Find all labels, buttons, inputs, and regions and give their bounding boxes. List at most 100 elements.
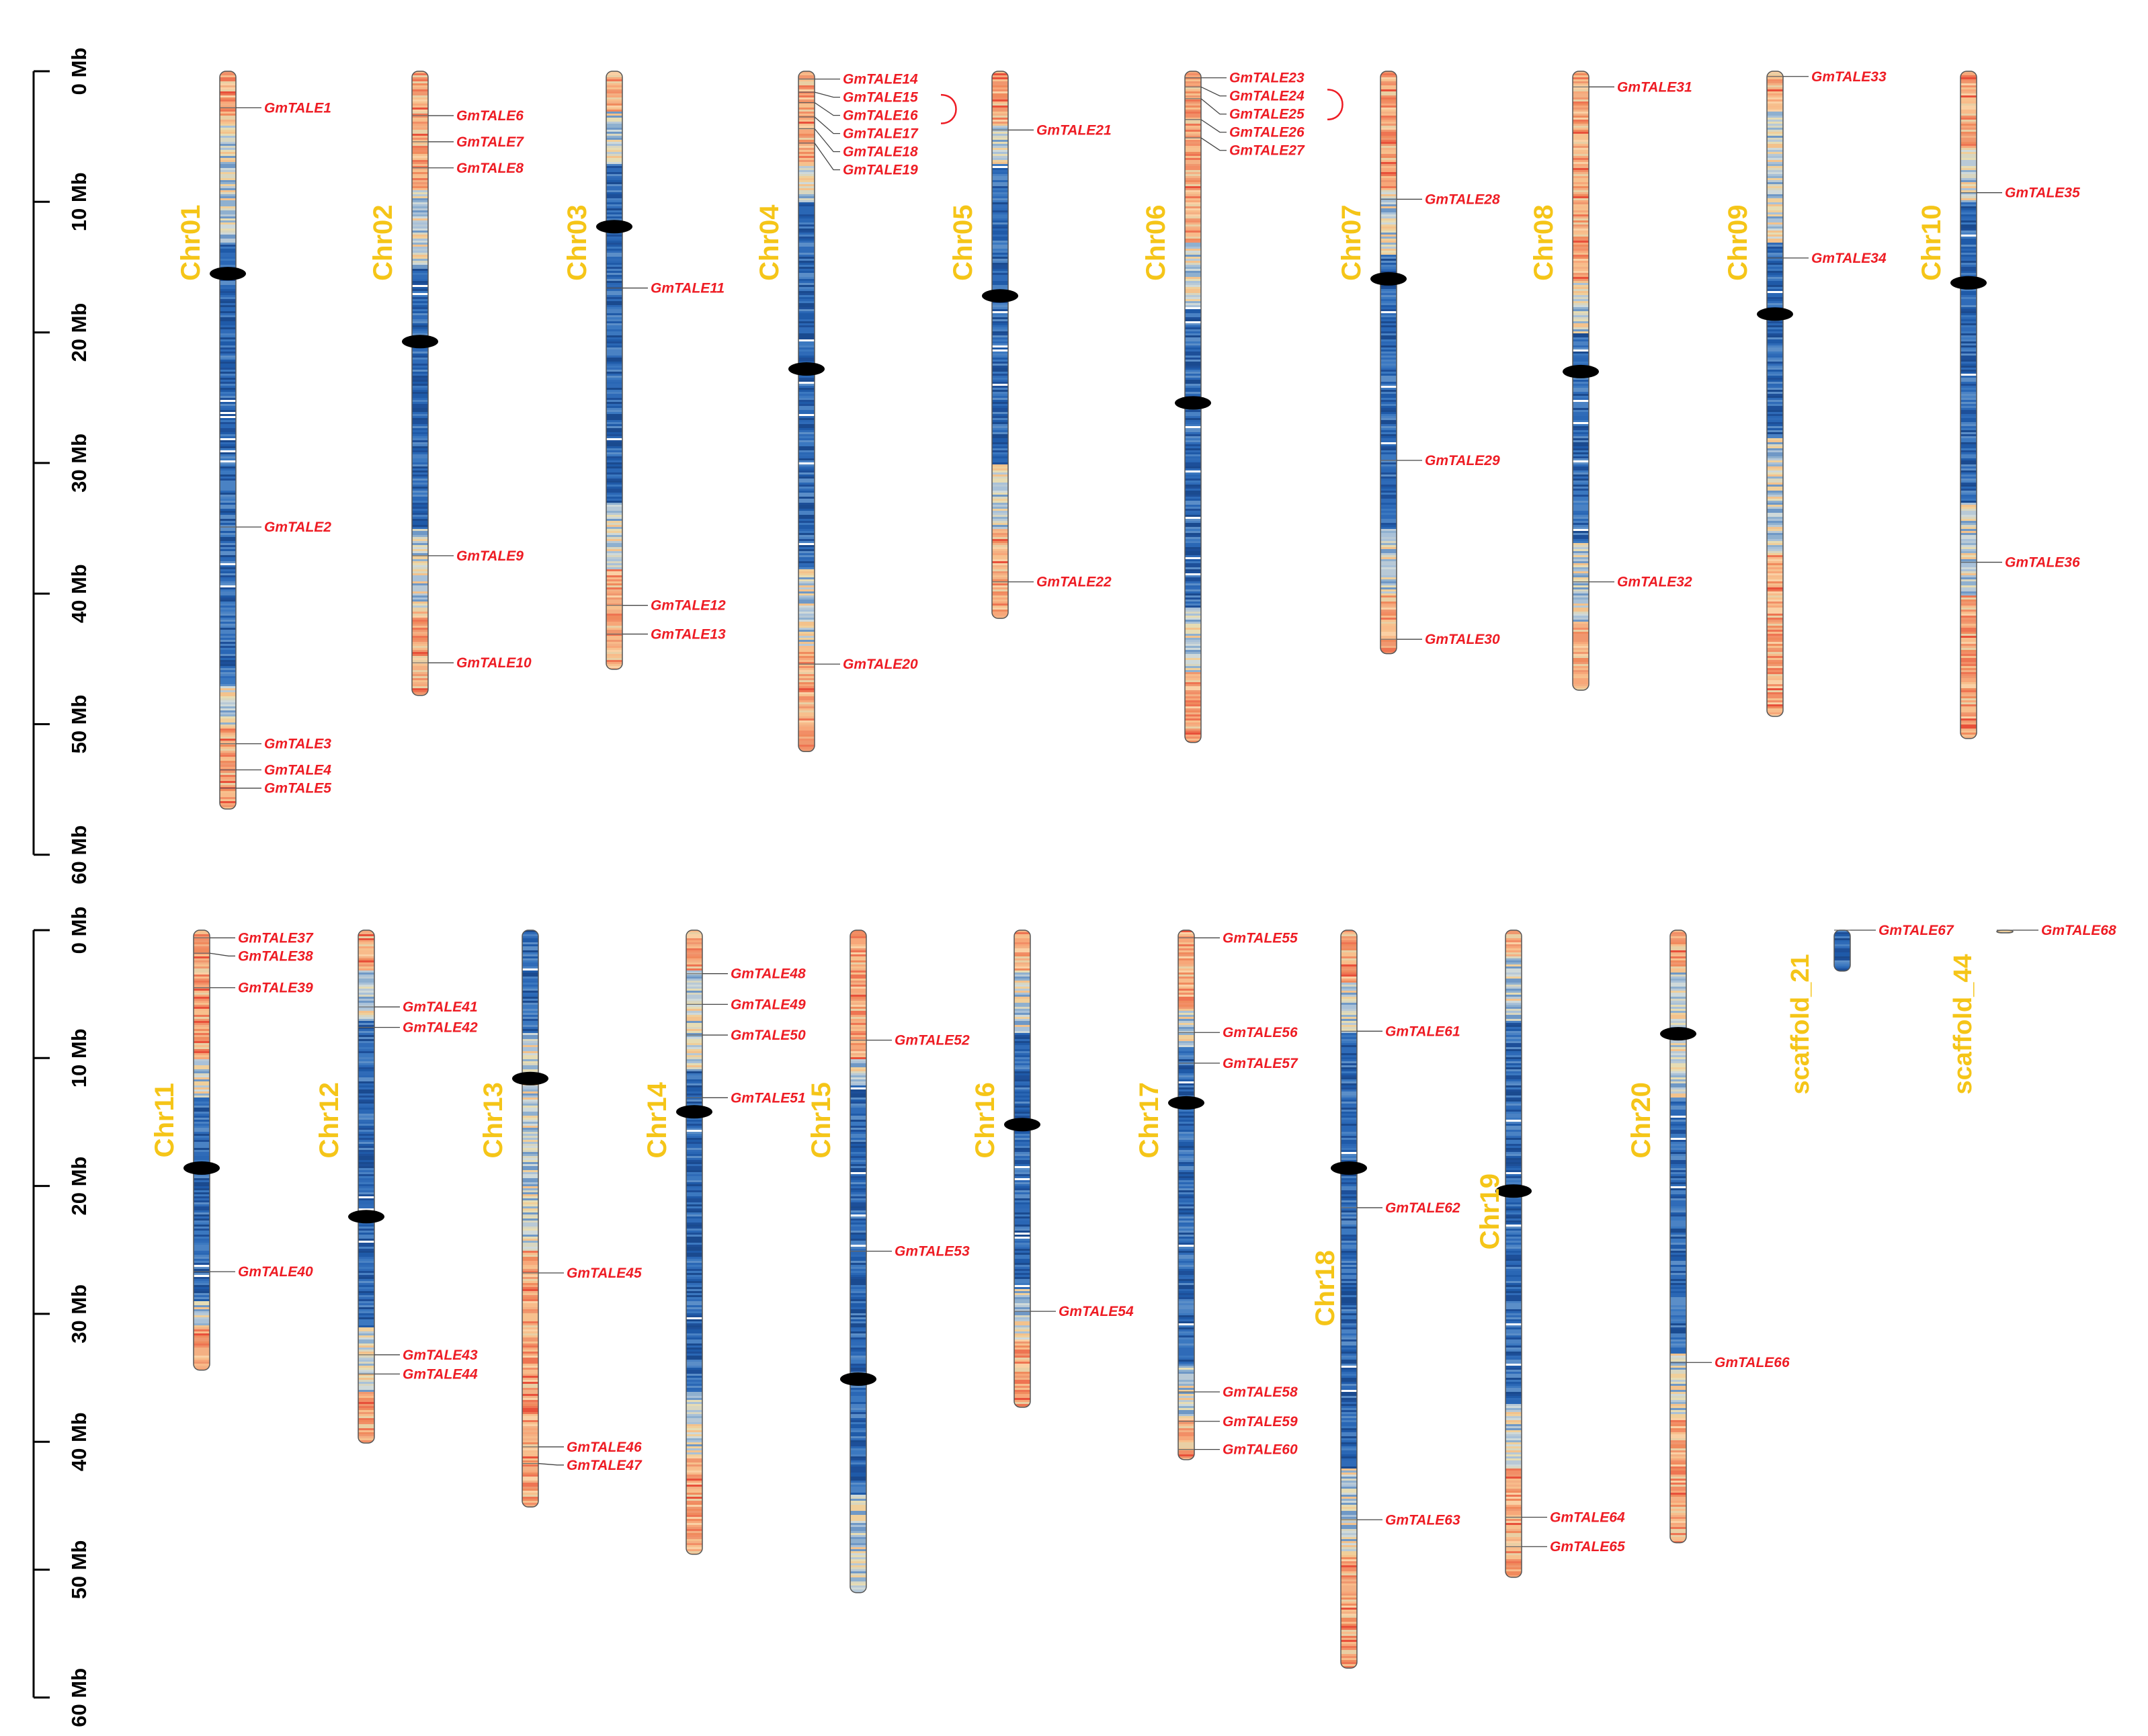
density-band xyxy=(686,1499,702,1501)
density-band xyxy=(1014,1053,1030,1056)
density-band xyxy=(1960,327,1977,330)
density-band xyxy=(850,1225,866,1227)
density-band xyxy=(606,448,622,451)
density-band xyxy=(1960,479,1977,481)
density-band xyxy=(798,325,815,328)
density-band xyxy=(606,166,622,169)
density-band xyxy=(358,1279,374,1282)
density-band xyxy=(850,936,866,939)
density-band xyxy=(1767,281,1783,284)
density-band xyxy=(850,1118,866,1120)
density-band xyxy=(1767,241,1783,243)
density-band xyxy=(1185,206,1201,209)
density-band xyxy=(1573,688,1589,690)
density-band xyxy=(1380,226,1397,229)
density-band xyxy=(220,200,236,203)
density-band xyxy=(522,1360,538,1362)
density-band xyxy=(1185,535,1201,538)
density-band xyxy=(522,1356,538,1358)
density-band xyxy=(992,180,1008,183)
density-band xyxy=(412,487,428,489)
density-band xyxy=(1573,91,1589,94)
density-band xyxy=(220,436,236,439)
density-band xyxy=(1380,406,1397,409)
density-band xyxy=(358,1434,374,1437)
density-band xyxy=(412,422,428,425)
density-band xyxy=(1960,122,1977,124)
density-band xyxy=(992,164,1008,167)
density-band xyxy=(1014,958,1030,961)
density-band xyxy=(1767,140,1783,142)
density-band xyxy=(850,1579,866,1582)
density-band xyxy=(1185,337,1201,340)
density-band xyxy=(992,593,1008,596)
density-band xyxy=(606,394,622,397)
density-band xyxy=(412,672,428,675)
density-band xyxy=(992,323,1008,326)
gene-label: GmTALE36 xyxy=(2005,555,2080,571)
density-band xyxy=(412,400,428,403)
density-band xyxy=(798,591,815,594)
density-band xyxy=(992,243,1008,245)
density-band xyxy=(1960,430,1977,433)
density-band xyxy=(1014,1148,1030,1151)
density-band xyxy=(850,1394,866,1397)
density-band xyxy=(522,1158,538,1161)
density-band xyxy=(1573,668,1589,671)
gene-marker: GmTALE20 xyxy=(798,657,918,672)
density-band xyxy=(194,985,210,987)
density-band xyxy=(798,277,815,280)
density-band xyxy=(992,525,1008,528)
density-band xyxy=(686,1031,702,1034)
density-band xyxy=(992,101,1008,104)
gene-label: GmTALE29 xyxy=(1425,453,1500,468)
density-band xyxy=(798,412,815,415)
density-band xyxy=(220,434,236,437)
density-band xyxy=(850,1344,866,1346)
density-band xyxy=(850,1523,866,1526)
density-band xyxy=(1380,386,1397,388)
density-band xyxy=(1573,489,1589,491)
density-band xyxy=(798,106,815,108)
density-band xyxy=(522,1176,538,1179)
density-band xyxy=(1185,507,1201,509)
density-band xyxy=(358,1239,374,1241)
density-band xyxy=(412,329,428,332)
density-band xyxy=(358,1263,374,1266)
density-band xyxy=(992,412,1008,415)
density-band xyxy=(686,1176,702,1179)
density-band xyxy=(1380,513,1397,515)
density-band xyxy=(522,1485,538,1487)
density-band xyxy=(992,408,1008,411)
density-band xyxy=(194,1364,210,1366)
density-band xyxy=(220,763,236,766)
density-band xyxy=(606,529,622,532)
density-band xyxy=(220,83,236,86)
density-band xyxy=(606,331,622,334)
density-band xyxy=(850,1003,866,1005)
density-band xyxy=(606,267,622,270)
density-band xyxy=(1767,551,1783,554)
density-band xyxy=(412,305,428,308)
density-band xyxy=(1573,301,1589,304)
density-band xyxy=(992,95,1008,98)
density-band xyxy=(850,1120,866,1122)
density-band xyxy=(992,315,1008,318)
density-band xyxy=(1767,154,1783,157)
density-band xyxy=(1573,398,1589,401)
density-band xyxy=(1960,521,1977,524)
gene-label: GmTALE27 xyxy=(1229,143,1305,159)
density-band xyxy=(992,142,1008,144)
density-band xyxy=(686,1158,702,1161)
density-band xyxy=(1573,172,1589,175)
density-band xyxy=(686,970,702,973)
density-band xyxy=(1380,148,1397,151)
density-band xyxy=(1573,269,1589,272)
density-band xyxy=(1573,581,1589,584)
density-band xyxy=(1380,565,1397,568)
density-band xyxy=(1767,440,1783,443)
density-band xyxy=(1767,468,1783,471)
density-band xyxy=(1573,380,1589,382)
